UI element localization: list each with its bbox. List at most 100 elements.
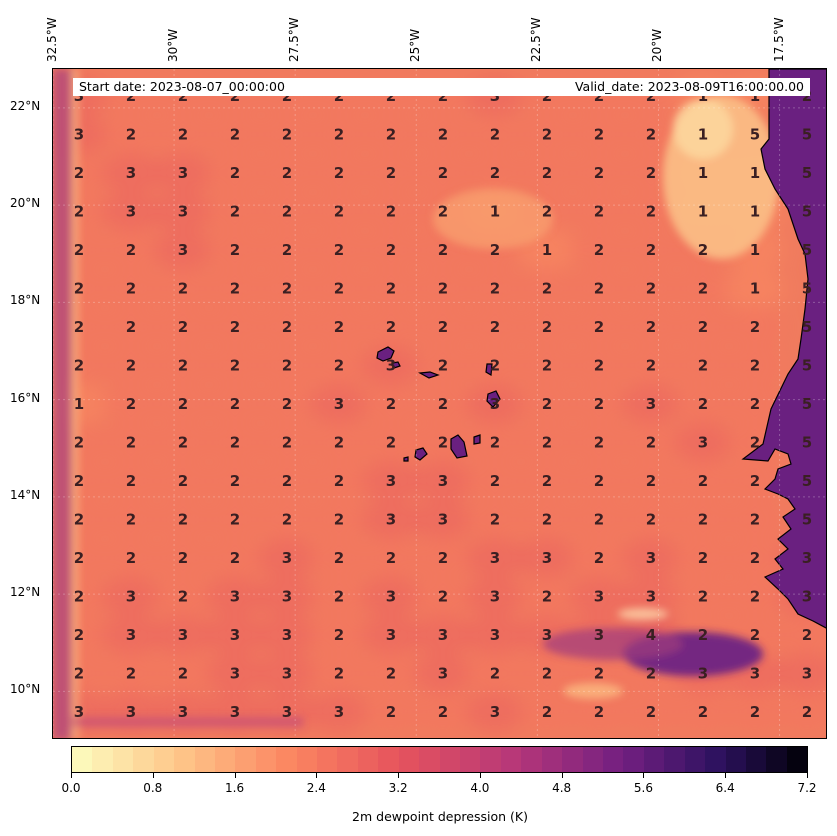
field-blob	[153, 422, 213, 463]
grid-value: 2	[126, 549, 136, 567]
grid-value: 2	[438, 434, 448, 452]
grid-value: 2	[750, 549, 760, 567]
field-blob	[361, 499, 421, 540]
value-grid: 3 2 2 2 2 2 2 2 3 2 2 2 1 1 2 3 2 2 2 2 2 2 2 2 2 2 2 1 5 5 2 3 3 2 2 2 2 2 2 2…	[74, 87, 812, 721]
field-blob	[101, 576, 161, 617]
field-blob	[569, 499, 629, 540]
colorbar-segment	[296, 747, 318, 772]
grid-value: 3	[126, 588, 136, 606]
colorbar-segment	[541, 747, 563, 772]
field-blob	[673, 268, 733, 309]
colorbar-tick	[398, 773, 400, 778]
grid-value: 3	[126, 203, 136, 221]
field-blob	[621, 422, 681, 463]
grid-value: 2	[646, 318, 656, 336]
grid-value: 2	[438, 357, 448, 375]
field-blob	[205, 307, 265, 347]
field-blob	[569, 345, 629, 386]
grid-value: 2	[490, 280, 500, 298]
grid-value: 2	[386, 87, 396, 105]
field-blob	[309, 114, 369, 155]
field-blob	[101, 230, 161, 270]
field-blob	[361, 615, 421, 655]
grid-value: 3	[438, 665, 448, 683]
field-blob	[257, 345, 317, 386]
cape-verde-islands	[376, 346, 501, 462]
grid-value: 2	[178, 434, 188, 452]
grid-value: 3	[74, 703, 84, 721]
grid-value: 2	[334, 511, 344, 529]
field-blob	[517, 422, 577, 463]
field-blob	[517, 268, 577, 309]
grid-value: 2	[594, 357, 604, 375]
grid-value: 2	[438, 395, 448, 413]
field-blob	[465, 692, 525, 732]
field-blob	[205, 230, 265, 270]
field-blob	[725, 692, 785, 732]
grid-value: 2	[386, 164, 396, 182]
grid-value: 3	[282, 588, 292, 606]
field-blob	[257, 268, 317, 309]
field-blob	[361, 692, 421, 732]
field-blob	[621, 114, 681, 155]
grid-value: 2	[438, 549, 448, 567]
grid-value: 5	[802, 280, 812, 298]
field-blob	[361, 345, 421, 386]
field-texture	[53, 76, 826, 732]
grid-value: 2	[698, 703, 708, 721]
grid-value: 2	[126, 357, 136, 375]
colorbar-tick-label: 3.2	[388, 781, 408, 795]
grid-value: 2	[594, 280, 604, 298]
field-blob	[309, 384, 369, 424]
grid-value: 2	[230, 318, 240, 336]
lat-label: 14°N	[10, 487, 41, 502]
colorbar-segment	[439, 747, 461, 772]
field-blob	[205, 153, 265, 193]
grid-value: 2	[178, 549, 188, 567]
grid-value: 1	[698, 126, 708, 144]
grid-value: 2	[282, 434, 292, 452]
grid-value: 2	[646, 511, 656, 529]
grid-value: 2	[490, 318, 500, 336]
grid-value: 2	[230, 472, 240, 490]
field-blob	[205, 114, 265, 155]
colorbar-tick	[234, 773, 236, 778]
colorbar-tick	[316, 773, 318, 778]
island-sao-vicente	[391, 361, 401, 369]
grid-value: 3	[490, 395, 500, 413]
south-light-patch	[563, 683, 623, 699]
grid-value: 2	[74, 318, 84, 336]
field-blob	[621, 692, 681, 732]
grid-value: 2	[74, 472, 84, 490]
grid-value: 5	[802, 318, 812, 336]
island-boa-vista	[486, 390, 501, 408]
grid-value: 2	[334, 549, 344, 567]
field-blob	[361, 153, 421, 193]
field-blob	[517, 461, 577, 501]
grid-value: 2	[802, 87, 812, 105]
field-blob	[465, 114, 525, 155]
colorbar-segment	[337, 747, 358, 772]
field-blob	[569, 384, 629, 424]
field-blob	[257, 653, 317, 694]
field-blob	[517, 307, 577, 347]
grid-value: 2	[126, 318, 136, 336]
grid-value: 2	[74, 357, 84, 375]
field-features	[53, 69, 779, 738]
grid-value: 2	[282, 164, 292, 182]
field-blob	[413, 384, 473, 424]
grid-value: 2	[386, 434, 396, 452]
grid-value: 2	[334, 357, 344, 375]
grid-value: 2	[282, 87, 292, 105]
grid-value: 3	[438, 511, 448, 529]
grid-value: 2	[490, 665, 500, 683]
grid-value: 2	[334, 665, 344, 683]
field-blob	[361, 576, 421, 617]
grid-value: 2	[646, 703, 656, 721]
grid-value: 5	[802, 357, 812, 375]
grid-value: 5	[802, 434, 812, 452]
lat-label: 10°N	[10, 682, 41, 697]
grid-value: 3	[282, 665, 292, 683]
grid-value: 3	[178, 164, 188, 182]
colorbar-tick-label: 7.2	[797, 781, 817, 795]
